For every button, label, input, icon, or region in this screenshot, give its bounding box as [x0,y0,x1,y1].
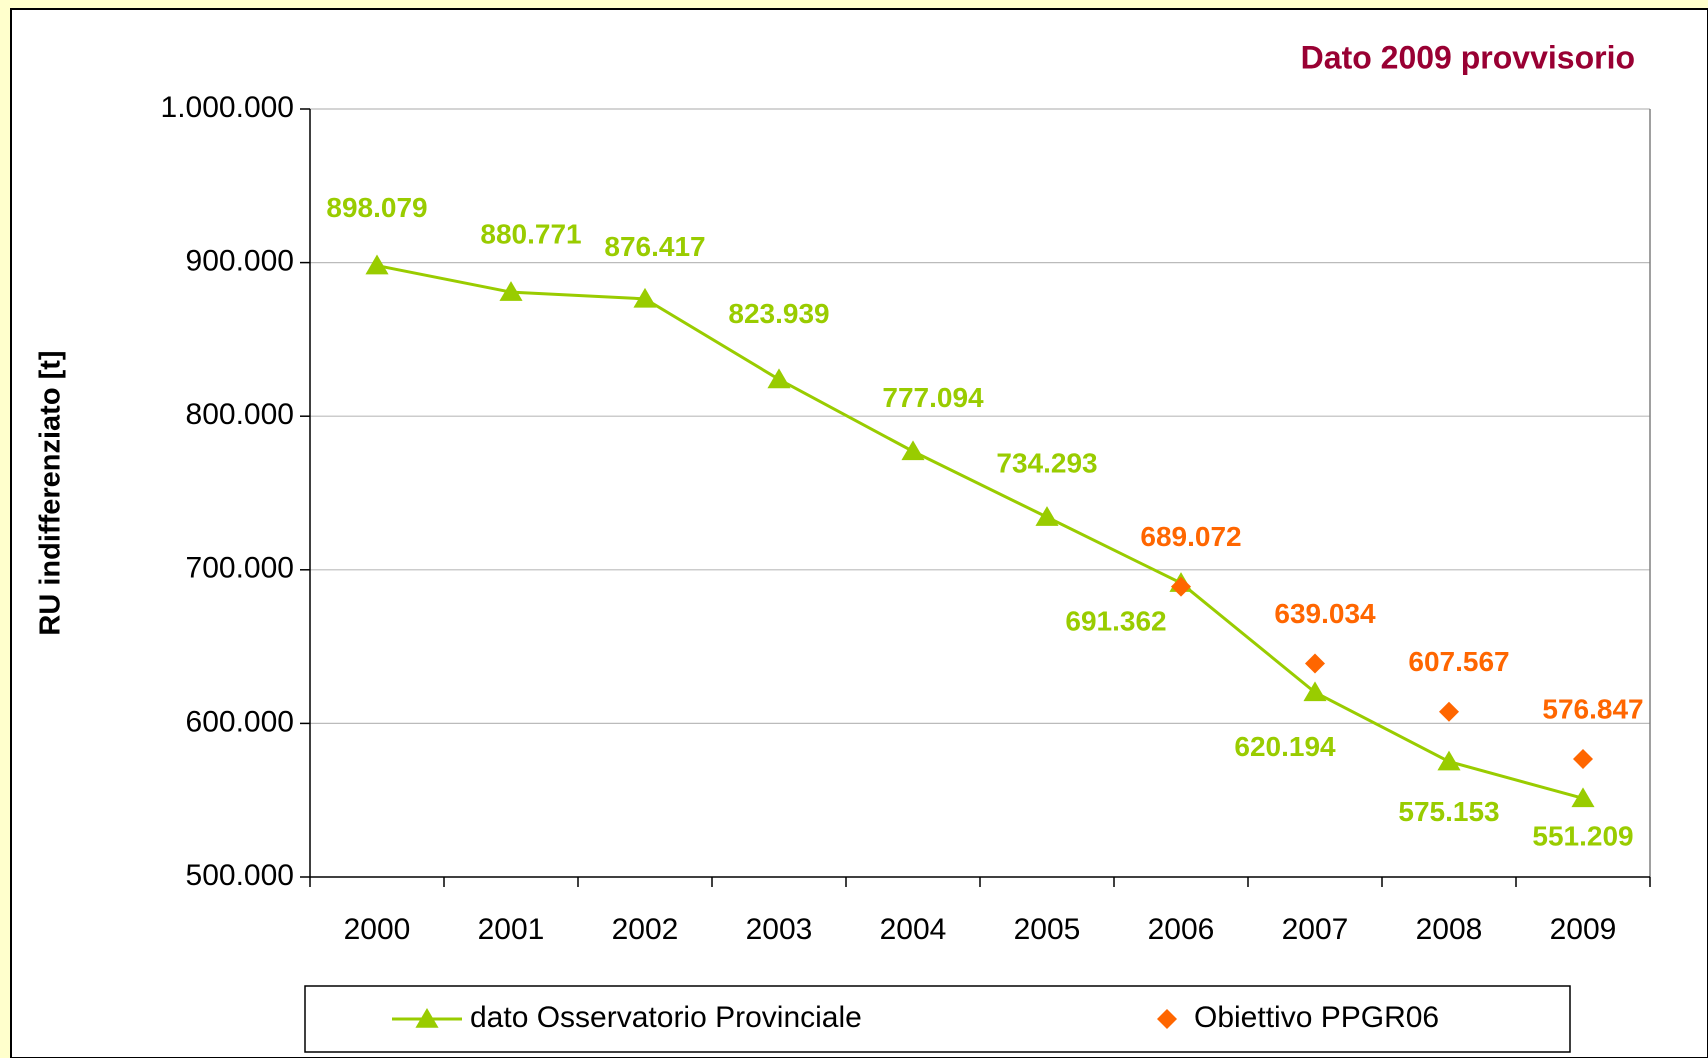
marker [1439,701,1459,722]
data-label: 551.209 [1532,821,1633,852]
y-tick-label: 800.000 [186,398,294,431]
data-label: 639.034 [1274,598,1376,629]
data-label: 876.417 [604,231,705,262]
x-tick-label: 2003 [746,913,813,946]
y-tick-label: 1.000.000 [161,91,294,124]
legend [304,985,1571,1053]
marker [1035,506,1059,526]
marker [1571,787,1595,808]
data-label: 777.094 [882,382,984,413]
marker [633,287,657,308]
legend-label: Obiettivo PPGR06 [1194,1001,1439,1034]
data-label: 689.072 [1140,521,1241,552]
x-tick-label: 2004 [880,913,947,946]
series-line [376,264,1584,800]
marker [365,254,389,275]
marker [901,440,925,461]
marker [1171,576,1191,597]
x-tick-label: 2005 [1014,913,1081,946]
marker [767,368,791,389]
x-tick-label: 2009 [1550,913,1617,946]
x-tick-label: 2001 [478,913,545,946]
data-label: 734.293 [996,448,1097,479]
data-label: 575.153 [1398,796,1499,827]
legend-marker [1157,1009,1177,1029]
y-tick-label: 700.000 [186,552,294,585]
marker [499,281,523,301]
data-label: 880.771 [480,219,581,250]
marker [1305,653,1325,674]
data-label: 691.362 [1065,605,1166,636]
marker [1573,748,1593,769]
marker [1437,750,1461,771]
y-axis-label: RU indifferenziato [t] [35,350,67,635]
data-label: 823.939 [728,298,829,329]
x-tick-label: 2007 [1282,913,1349,946]
data-label: 576.847 [1542,693,1643,724]
x-tick-label: 2006 [1148,913,1215,946]
data-label: 607.567 [1408,646,1509,677]
legend-label: dato Osservatorio Provinciale [470,1001,862,1034]
x-tick-label: 2008 [1416,913,1483,946]
chart-frame [10,8,1708,1058]
annotation: Dato 2009 provvisorio [1301,39,1635,75]
y-tick-label: 500.000 [186,859,294,892]
x-tick-label: 2002 [612,913,679,946]
legend-marker [415,1008,439,1028]
marker [1303,681,1327,702]
y-tick-label: 900.000 [186,245,294,278]
y-tick-label: 600.000 [186,705,294,738]
data-label: 898.079 [326,192,427,223]
x-tick-label: 2000 [344,913,411,946]
data-label: 620.194 [1234,731,1336,762]
